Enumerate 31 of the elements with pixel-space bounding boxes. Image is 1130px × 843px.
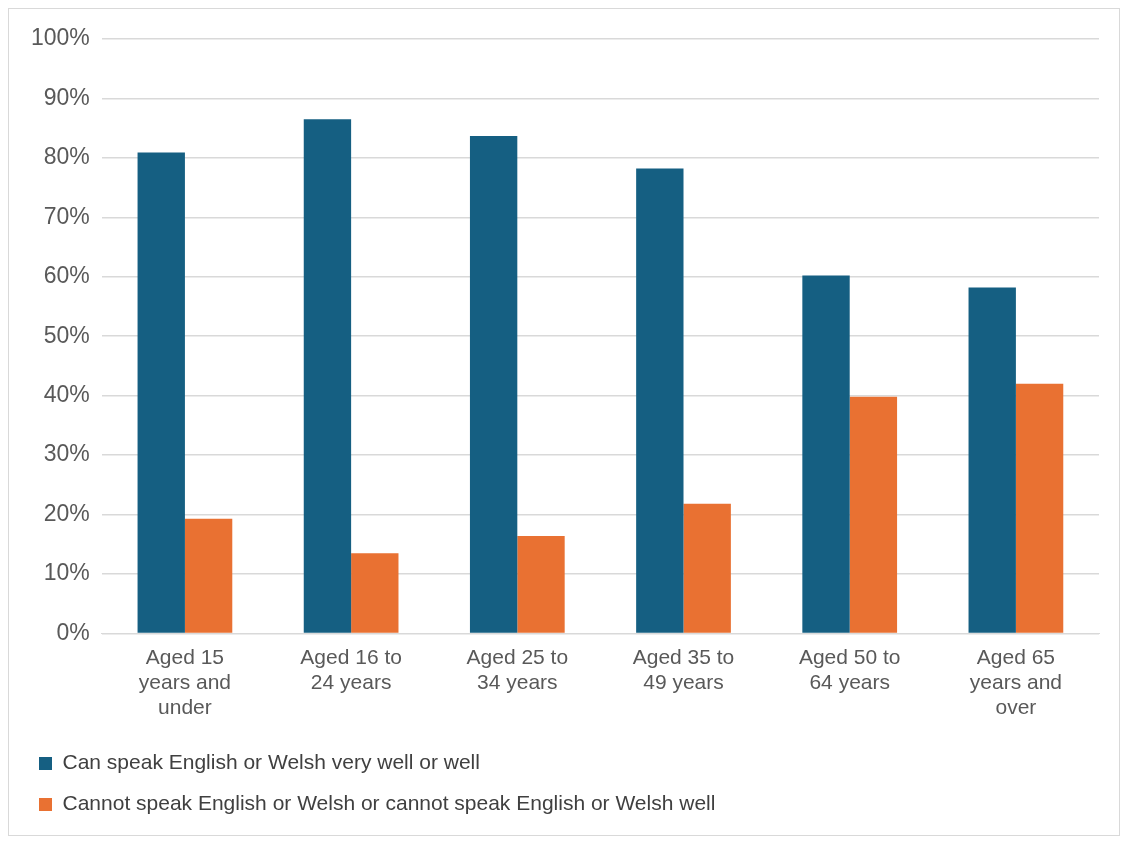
bar	[1015, 383, 1064, 633]
x-tick-label: Aged 50 to 64 years	[798, 644, 901, 693]
y-tick-label: 10%	[43, 559, 90, 586]
bar	[683, 503, 731, 633]
y-tick-label: 90%	[43, 83, 90, 110]
y-tick-label: 80%	[43, 143, 90, 170]
x-tick-label: Aged 15 years and under	[138, 644, 232, 719]
bar	[303, 119, 352, 633]
y-tick-label: 100%	[31, 24, 90, 51]
legend-label: Cannot speak English or Welsh or cannot speak English or Welsh well	[62, 791, 716, 815]
y-tick-label: 60%	[43, 262, 90, 289]
bar	[469, 135, 518, 633]
bar	[517, 535, 565, 633]
bar	[968, 287, 1016, 633]
bar	[184, 518, 233, 633]
y-tick-label: 50%	[43, 321, 90, 348]
y-tick-label: 40%	[43, 380, 90, 407]
y-tick-label: 30%	[43, 440, 90, 467]
x-tick-label: Aged 65 years and over	[969, 644, 1063, 719]
bar	[351, 553, 399, 633]
bar	[137, 152, 185, 633]
x-tick-label: Aged 35 to 49 years	[632, 644, 735, 693]
y-tick-label: 20%	[43, 499, 90, 526]
y-tick-label: 70%	[43, 202, 90, 229]
bar	[636, 168, 684, 633]
bar	[802, 275, 850, 633]
x-tick-label: Aged 16 to 24 years	[300, 644, 402, 693]
y-tick-label: 0%	[56, 618, 90, 645]
bar	[849, 396, 898, 633]
x-tick-label: Aged 25 to 34 years	[466, 644, 569, 693]
legend-label: Can speak English or Welsh very well or well	[62, 750, 480, 774]
